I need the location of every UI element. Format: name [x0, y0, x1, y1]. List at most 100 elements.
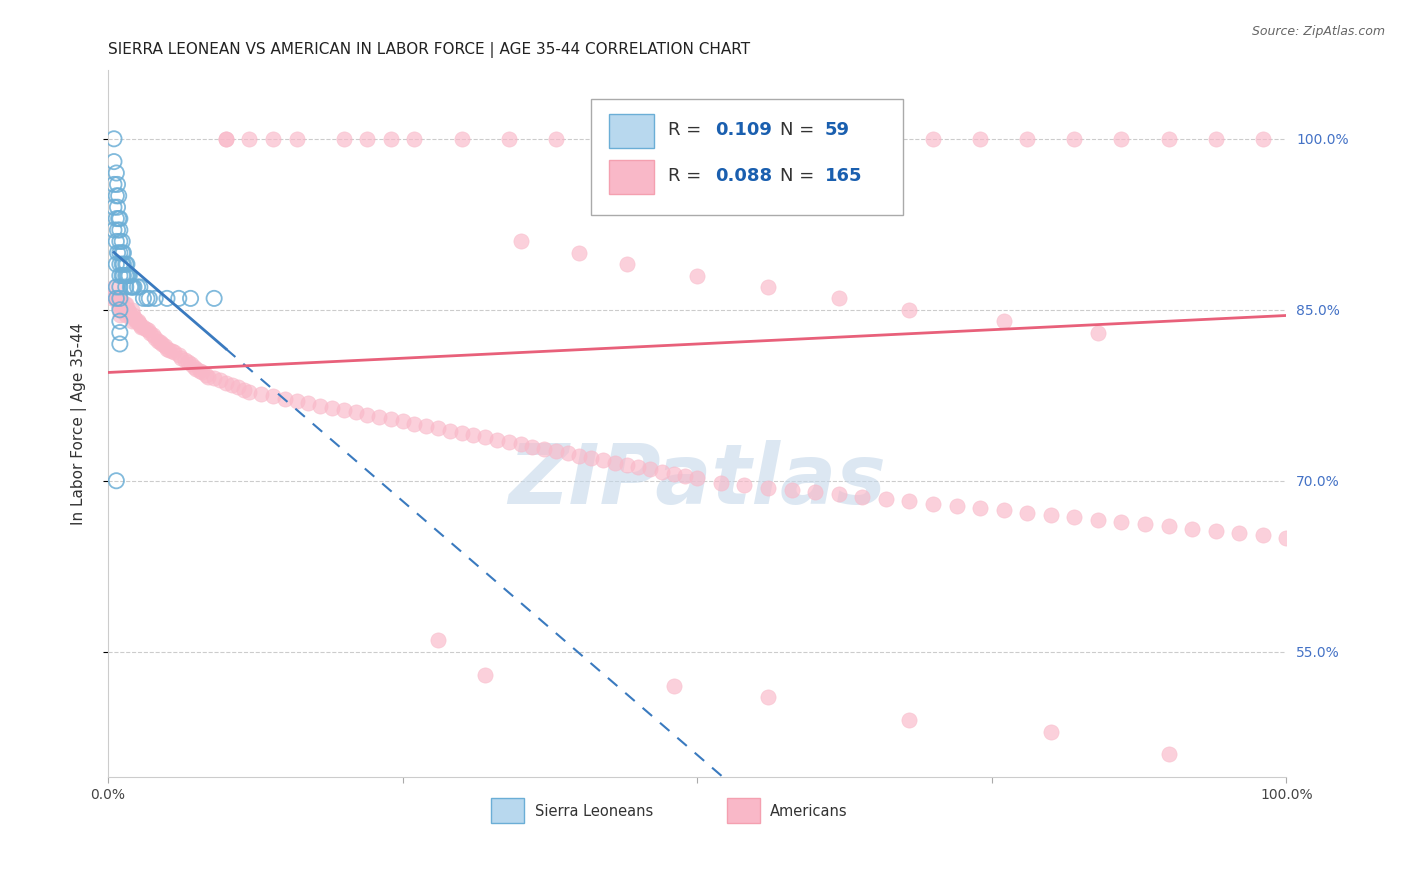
Point [127, 314, 149, 328]
Point [112, 245, 135, 260]
Text: 165: 165 [824, 168, 862, 186]
Point [170, 351, 193, 365]
Point [108, 309, 131, 323]
Point [107, 223, 129, 237]
Point [579, 450, 602, 465]
Point [544, 444, 567, 458]
Point [368, 409, 391, 424]
Point [180, 358, 202, 372]
Point [208, 374, 231, 388]
Point [122, 310, 145, 325]
Point [1087, 326, 1109, 340]
Point [105, 292, 128, 306]
Point [149, 334, 172, 349]
Point [121, 314, 143, 328]
Point [616, 257, 638, 271]
Point [1039, 508, 1062, 522]
Point [132, 319, 155, 334]
Point [112, 257, 135, 271]
Point [875, 132, 897, 146]
Point [117, 302, 139, 317]
Point [733, 478, 755, 492]
Point [851, 490, 873, 504]
Text: Sierra Leoneans: Sierra Leoneans [534, 804, 652, 819]
Point [675, 469, 697, 483]
Point [108, 211, 131, 226]
Point [898, 302, 921, 317]
Point [107, 245, 129, 260]
Point [111, 245, 134, 260]
Point [136, 323, 159, 337]
Point [111, 297, 134, 311]
Point [1251, 528, 1274, 542]
Point [103, 132, 125, 146]
Point [100, 292, 122, 306]
Point [780, 483, 803, 497]
Point [603, 456, 626, 470]
Point [509, 437, 531, 451]
Point [285, 394, 308, 409]
Point [114, 309, 136, 323]
Point [103, 200, 125, 214]
Point [1181, 522, 1204, 536]
Point [143, 331, 166, 345]
Text: 0.109: 0.109 [714, 121, 772, 139]
Point [1157, 519, 1180, 533]
Point [922, 497, 945, 511]
Point [332, 403, 354, 417]
Point [142, 327, 165, 342]
Point [115, 268, 138, 283]
Point [332, 132, 354, 146]
Point [111, 257, 134, 271]
Point [202, 371, 225, 385]
Point [439, 424, 461, 438]
Point [568, 245, 591, 260]
Point [1275, 531, 1298, 545]
Point [756, 280, 779, 294]
Point [122, 280, 145, 294]
Point [107, 178, 129, 192]
Point [262, 132, 284, 146]
Point [215, 132, 238, 146]
FancyBboxPatch shape [609, 114, 654, 148]
Point [450, 132, 472, 146]
Point [177, 355, 200, 369]
Point [616, 458, 638, 472]
Point [108, 280, 131, 294]
Point [922, 132, 945, 146]
Point [993, 314, 1015, 328]
Point [756, 690, 779, 705]
Point [107, 200, 129, 214]
Point [522, 440, 544, 454]
Point [509, 235, 531, 249]
Point [638, 132, 661, 146]
Point [114, 268, 136, 283]
Point [111, 235, 134, 249]
Text: ZIPatlas: ZIPatlas [509, 440, 886, 521]
Point [498, 435, 520, 450]
Point [592, 132, 614, 146]
Point [108, 292, 131, 306]
Point [105, 211, 128, 226]
Point [1157, 132, 1180, 146]
Point [1157, 747, 1180, 762]
Point [103, 154, 125, 169]
Point [124, 312, 146, 326]
Point [498, 132, 520, 146]
Point [125, 314, 148, 328]
Point [105, 257, 128, 271]
Point [105, 235, 128, 249]
Point [105, 474, 128, 488]
Point [238, 384, 260, 399]
Point [135, 322, 157, 336]
Point [215, 132, 238, 146]
FancyBboxPatch shape [491, 798, 524, 823]
FancyBboxPatch shape [591, 99, 904, 215]
Point [627, 460, 650, 475]
Text: Americans: Americans [770, 804, 848, 819]
Point [1111, 515, 1133, 529]
Point [380, 412, 402, 426]
Point [105, 280, 128, 294]
Point [105, 189, 128, 203]
Point [686, 268, 709, 283]
